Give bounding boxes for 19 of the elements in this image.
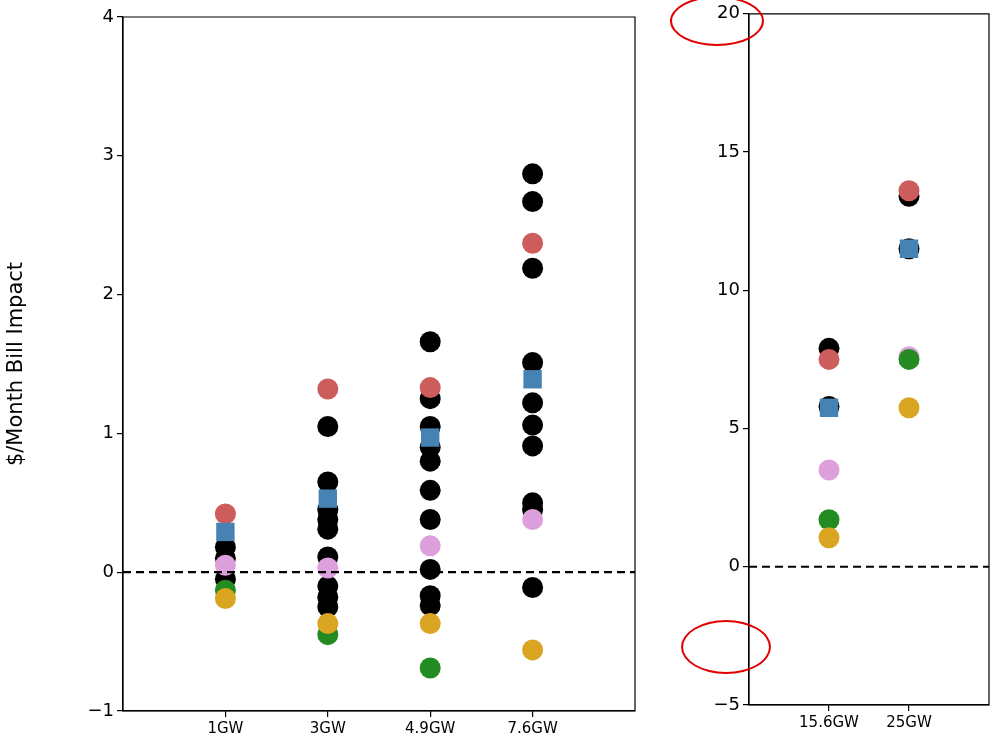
- y-tick-label: 1: [102, 421, 114, 443]
- y-tick-label: 0: [102, 559, 114, 581]
- y-tick-label: 2: [102, 282, 114, 304]
- y-tick-label: 20: [717, 1, 740, 23]
- y-tick-label: 15: [717, 139, 740, 161]
- y-tick-label: 3: [102, 143, 114, 165]
- y-tick-label: −1: [87, 698, 114, 720]
- x-tick-label: 7.6GW: [507, 718, 558, 737]
- x-tick-label: 1GW: [207, 718, 244, 737]
- y-tick-label: −5: [713, 692, 740, 714]
- x-tick-label: 3GW: [309, 718, 346, 737]
- y-tick-label: 0: [728, 554, 740, 576]
- y-axis-title: $/Month Bill Impact: [3, 261, 28, 467]
- y-tick-label: 5: [728, 416, 740, 438]
- x-tick-label: 15.6GW: [799, 712, 860, 731]
- y-tick-label: 4: [102, 4, 114, 26]
- x-tick-label: 25GW: [886, 712, 932, 731]
- y-tick-label: 10: [717, 277, 740, 299]
- x-tick-label: 4.9GW: [405, 718, 456, 737]
